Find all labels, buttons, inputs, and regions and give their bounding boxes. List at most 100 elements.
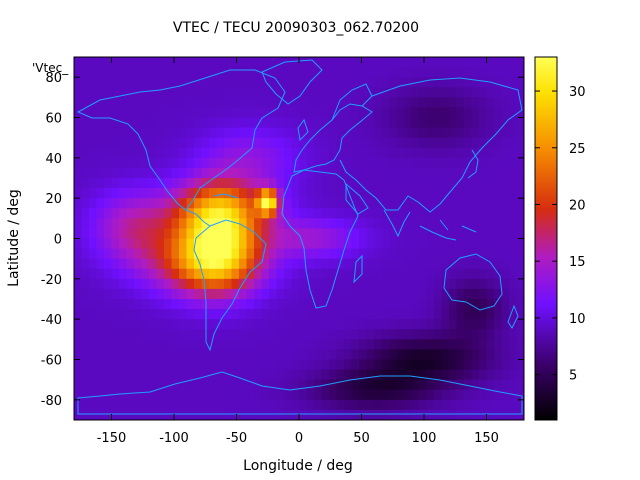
heatmap-cell bbox=[284, 107, 293, 119]
heatmap-cell bbox=[96, 409, 105, 420]
heatmap-cell bbox=[366, 389, 375, 401]
heatmap-cell bbox=[344, 208, 353, 219]
heatmap-cell bbox=[126, 409, 135, 420]
heatmap-cell bbox=[134, 268, 143, 280]
heatmap-cell bbox=[351, 228, 360, 240]
heatmap-cell bbox=[351, 379, 360, 391]
heatmap-cell bbox=[494, 349, 503, 361]
heatmap-cell bbox=[314, 228, 323, 240]
heatmap-cell bbox=[456, 127, 465, 139]
heatmap-cell bbox=[344, 117, 353, 129]
heatmap-cell bbox=[419, 178, 428, 189]
heatmap-cell bbox=[374, 248, 383, 260]
heatmap-cell bbox=[501, 87, 510, 98]
heatmap-cell bbox=[351, 329, 360, 340]
heatmap-cell bbox=[224, 258, 233, 270]
heatmap-cell bbox=[501, 329, 510, 340]
heatmap-cell bbox=[299, 127, 308, 139]
heatmap-cell bbox=[186, 127, 195, 139]
heatmap-cell bbox=[509, 339, 518, 351]
heatmap-cell bbox=[426, 147, 435, 159]
heatmap-cell bbox=[194, 167, 203, 179]
heatmap-cell bbox=[366, 369, 375, 381]
heatmap-cell bbox=[254, 87, 263, 98]
heatmap-cell bbox=[419, 157, 428, 169]
heatmap-cell bbox=[516, 349, 524, 361]
heatmap-cell bbox=[81, 97, 90, 109]
heatmap-cell bbox=[239, 369, 248, 381]
heatmap-cell bbox=[179, 349, 188, 361]
heatmap-cell bbox=[434, 188, 443, 199]
heatmap-cell bbox=[291, 278, 300, 290]
heatmap-cell bbox=[194, 127, 203, 139]
heatmap-cell bbox=[231, 299, 240, 310]
heatmap-cell bbox=[336, 107, 345, 119]
heatmap-cell bbox=[426, 127, 435, 139]
heatmap-cell bbox=[194, 178, 203, 189]
heatmap-cell bbox=[344, 147, 353, 159]
heatmap-cell bbox=[96, 369, 105, 381]
heatmap-cell bbox=[239, 107, 248, 119]
heatmap-cell bbox=[284, 178, 293, 189]
heatmap-cell bbox=[509, 157, 518, 169]
heatmap-cell bbox=[449, 399, 458, 411]
heatmap-cell bbox=[141, 87, 150, 98]
heatmap-cell bbox=[141, 188, 150, 199]
heatmap-cell bbox=[209, 67, 218, 78]
heatmap-cell bbox=[329, 67, 338, 78]
heatmap-cell bbox=[434, 137, 443, 149]
heatmap-cell bbox=[216, 349, 225, 361]
heatmap-cell bbox=[486, 198, 495, 209]
heatmap-cell bbox=[494, 278, 503, 290]
coastline-europe bbox=[293, 103, 373, 173]
heatmap-cell bbox=[329, 329, 338, 340]
heatmap-cell bbox=[149, 87, 158, 98]
heatmap-cell bbox=[464, 198, 473, 209]
heatmap-cell bbox=[434, 97, 443, 109]
heatmap-cell bbox=[246, 258, 255, 270]
heatmap-cell bbox=[404, 208, 413, 219]
heatmap-cell bbox=[156, 157, 165, 169]
heatmap-cell bbox=[419, 127, 428, 139]
heatmap-cell bbox=[276, 127, 285, 139]
heatmap-cell bbox=[284, 97, 293, 109]
heatmap-cell bbox=[426, 288, 435, 300]
heatmap-cell bbox=[464, 67, 473, 78]
heatmap-cell bbox=[351, 77, 360, 88]
heatmap-cell bbox=[516, 288, 524, 300]
heatmap-cell bbox=[344, 309, 353, 320]
heatmap-cell bbox=[126, 238, 135, 250]
heatmap-cell bbox=[74, 329, 83, 340]
heatmap-cell bbox=[374, 379, 383, 391]
heatmap-cell bbox=[96, 248, 105, 260]
heatmap-cell bbox=[126, 268, 135, 280]
heatmap-cell bbox=[441, 319, 450, 330]
heatmap-cell bbox=[126, 87, 135, 98]
heatmap-cell bbox=[81, 349, 90, 361]
heatmap-cell bbox=[344, 379, 353, 391]
colorbar-tick-label: 20 bbox=[569, 198, 586, 213]
heatmap-cell bbox=[246, 369, 255, 381]
heatmap-cell bbox=[134, 409, 143, 420]
heatmap-cell bbox=[479, 399, 488, 411]
heatmap-cell bbox=[351, 198, 360, 209]
heatmap-cell bbox=[119, 67, 128, 78]
heatmap-cell bbox=[269, 309, 278, 320]
heatmap-cell bbox=[426, 369, 435, 381]
heatmap-cell bbox=[141, 389, 150, 401]
heatmap-cell bbox=[426, 188, 435, 199]
heatmap-cell bbox=[209, 268, 218, 280]
heatmap-cell bbox=[284, 208, 293, 219]
heatmap-cell bbox=[389, 379, 398, 391]
y-tick-label: 60 bbox=[45, 112, 62, 127]
x-tick-label: 50 bbox=[353, 431, 370, 446]
heatmap-cell bbox=[411, 399, 420, 411]
heatmap-cell bbox=[494, 258, 503, 270]
heatmap-cell bbox=[141, 399, 150, 411]
coastline-north-america bbox=[76, 69, 286, 211]
heatmap-cell bbox=[216, 399, 225, 411]
heatmap-cell bbox=[456, 198, 465, 209]
heatmap-cell bbox=[111, 248, 120, 260]
heatmap-cell bbox=[81, 369, 90, 381]
heatmap-cell bbox=[321, 349, 330, 361]
